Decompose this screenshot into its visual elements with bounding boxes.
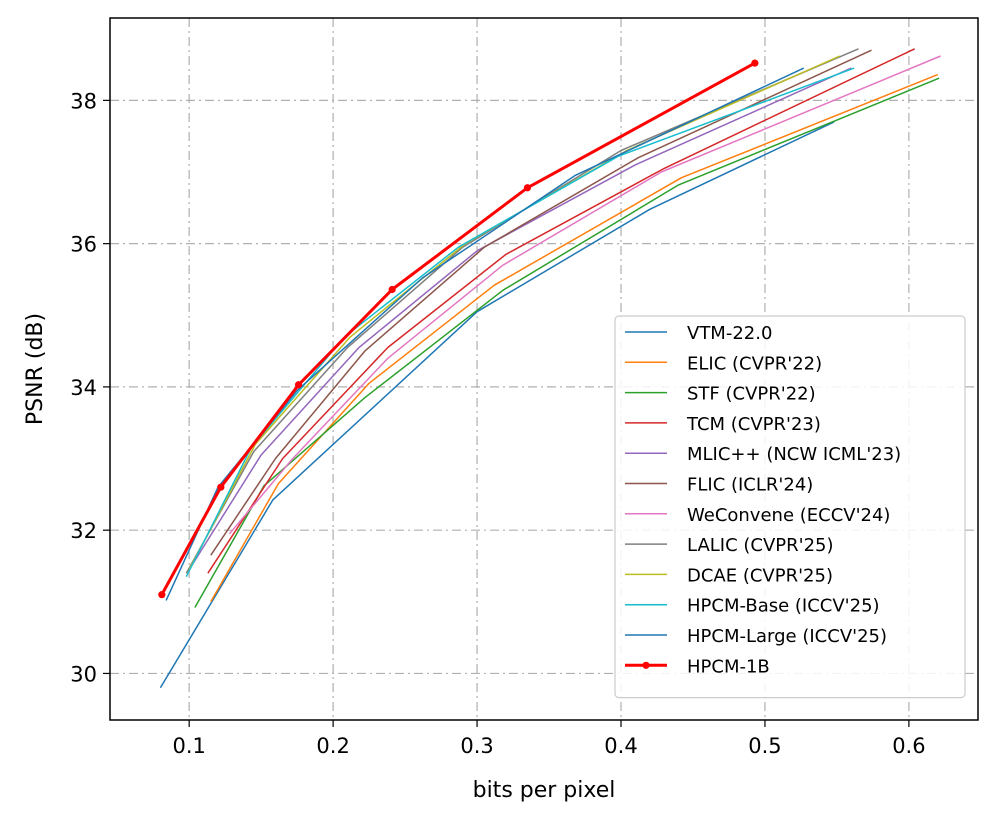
- axis-ticks: 0.1 0.2 0.3 0.4 0.5 0.6 30 32 34 36 38: [70, 89, 925, 758]
- legend-label: MLIC++ (NCW ICML'23): [687, 444, 901, 465]
- x-tick-label: 0.1: [172, 734, 205, 758]
- legend-item: VTM-22.0: [625, 323, 772, 344]
- plot-frame: [109, 17, 979, 721]
- series-4: [188, 67, 852, 570]
- legend-label: FLIC (ICLR'24): [687, 475, 813, 496]
- legend-label: DCAE (CVPR'25): [687, 565, 833, 586]
- series-line: [185, 67, 855, 578]
- series-line: [210, 49, 872, 556]
- series-line: [185, 48, 859, 574]
- legend-label: WeConvene (ECCV'24): [687, 505, 890, 526]
- legend-label: LALIC (CVPR'25): [687, 535, 834, 556]
- series-line: [228, 55, 941, 535]
- legend-item: HPCM-Base (ICCV'25): [625, 596, 880, 617]
- series-1: [210, 73, 938, 603]
- series-lines: [158, 48, 941, 689]
- x-axis-label: bits per pixel: [473, 778, 616, 803]
- series-7: [185, 48, 859, 574]
- legend-item: HPCM-Large (ICCV'25): [625, 626, 887, 647]
- x-tick-label: 0.5: [748, 734, 781, 758]
- data-point: [158, 591, 166, 599]
- y-axis-label: PSNR (dB): [23, 313, 48, 425]
- legend-item: TCM (CVPR'23): [625, 414, 821, 435]
- series-line: [188, 67, 852, 570]
- x-tick-label: 0.2: [316, 734, 349, 758]
- data-point: [523, 184, 532, 192]
- y-tick-label: 38: [70, 89, 97, 113]
- legend-label: HPCM-1B: [687, 656, 770, 677]
- legend-item: ELIC (CVPR'22): [625, 353, 822, 374]
- series-5: [210, 49, 872, 556]
- legend-label: HPCM-Large (ICCV'25): [687, 626, 887, 647]
- series-11: [158, 59, 759, 599]
- legend-item: FLIC (ICLR'24): [625, 475, 813, 496]
- legend-box: [614, 315, 966, 699]
- x-tick-label: 0.6: [892, 734, 925, 758]
- legend-label: TCM (CVPR'23): [686, 414, 821, 435]
- legend-item: DCAE (CVPR'25): [625, 565, 833, 586]
- series-6: [228, 55, 941, 535]
- legend-item: MLIC++ (NCW ICML'23): [625, 444, 901, 465]
- series-line: [159, 121, 835, 689]
- y-tick-label: 36: [70, 233, 97, 257]
- legend-item: HPCM-1B: [625, 656, 770, 677]
- y-tick-label: 30: [70, 662, 97, 686]
- data-point: [294, 381, 303, 389]
- y-tick-label: 32: [70, 519, 97, 543]
- data-point: [751, 59, 759, 67]
- legend: VTM-22.0 ELIC (CVPR'22) STF (CVPR'22) TCM (…: [614, 315, 966, 699]
- legend-marker: [642, 661, 650, 669]
- series-3: [207, 48, 916, 574]
- y-tick-label: 34: [70, 376, 97, 400]
- x-tick-label: 0.4: [604, 734, 637, 758]
- legend-label: VTM-22.0: [687, 323, 772, 344]
- legend-item: LALIC (CVPR'25): [625, 535, 834, 556]
- series-line: [160, 61, 756, 596]
- data-point: [217, 483, 225, 491]
- legend-label: STF (CVPR'22): [687, 384, 816, 405]
- x-tick-label: 0.3: [460, 734, 493, 758]
- series-9: [185, 67, 855, 578]
- series-line: [207, 48, 916, 574]
- data-point: [388, 285, 396, 294]
- series-line: [210, 73, 938, 603]
- legend-label: HPCM-Base (ICCV'25): [687, 596, 880, 617]
- legend-item: STF (CVPR'22): [625, 384, 816, 405]
- series-0: [159, 121, 835, 689]
- legend-item: WeConvene (ECCV'24): [625, 505, 890, 526]
- legend-label: ELIC (CVPR'22): [687, 353, 822, 374]
